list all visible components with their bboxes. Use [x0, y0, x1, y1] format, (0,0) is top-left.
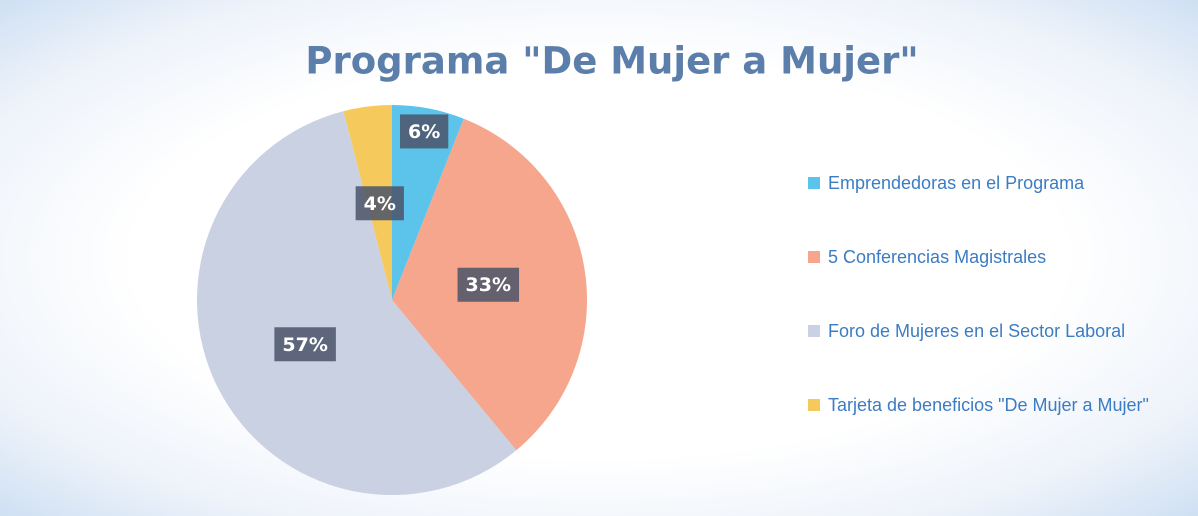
- data-label: 4%: [364, 193, 396, 215]
- data-label-box: [274, 327, 336, 362]
- legend-label: Tarjeta de beneficios "De Mujer a Mujer": [828, 395, 1149, 415]
- legend-item: Tarjeta de beneficios "De Mujer a Mujer": [808, 390, 1193, 464]
- data-label-box: [457, 267, 520, 302]
- legend-item: 5 Conferencias Magistrales: [808, 242, 1193, 316]
- data-label: 6%: [408, 121, 440, 143]
- pie-slice: [197, 111, 517, 495]
- data-label-box: [355, 186, 404, 221]
- chart-title: Programa "De Mujer a Mujer": [305, 40, 918, 83]
- legend-label: Foro de Mujeres en el Sector Laboral: [828, 321, 1126, 341]
- data-label: 57%: [282, 334, 327, 356]
- legend: Emprendedoras en el Programa 5 Conferenci…: [808, 168, 1193, 464]
- legend-item: Emprendedoras en el Programa: [808, 168, 1193, 242]
- data-label-box: [400, 114, 449, 149]
- legend-swatch: [808, 177, 820, 189]
- legend-label: 5 Conferencias Magistrales: [828, 247, 1047, 267]
- data-label: 33%: [466, 274, 511, 296]
- legend-swatch: [808, 399, 820, 411]
- legend-swatch: [808, 325, 820, 337]
- legend-swatch: [808, 251, 820, 263]
- legend-item: Foro de Mujeres en el Sector Laboral: [808, 316, 1193, 390]
- legend-label: Emprendedoras en el Programa: [828, 173, 1085, 193]
- pie-slice: [392, 105, 464, 300]
